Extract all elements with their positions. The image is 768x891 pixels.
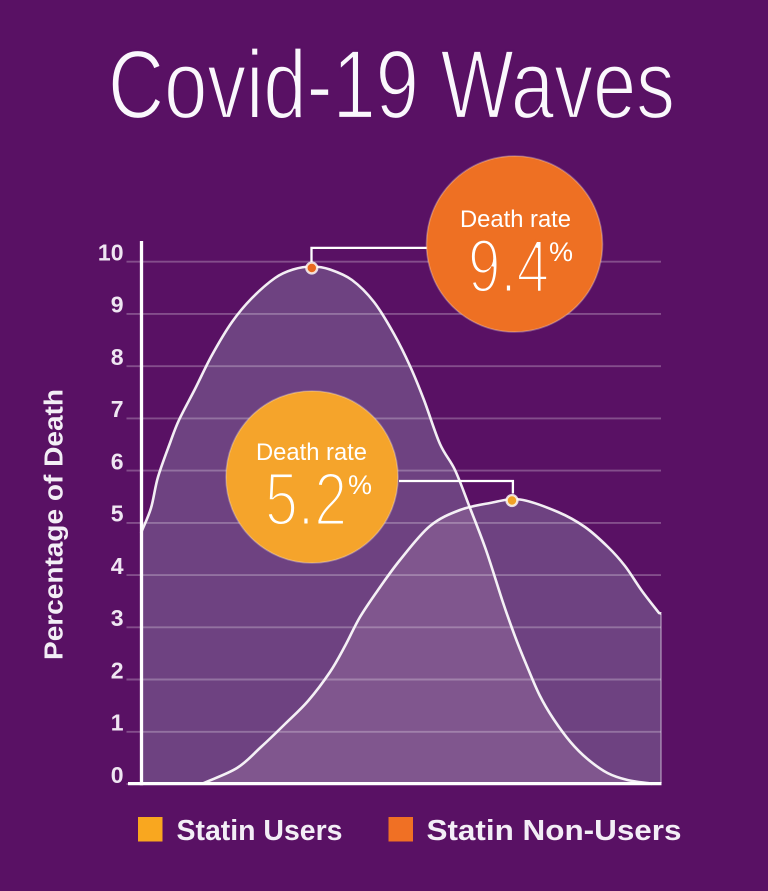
svg-text:7: 7 (111, 396, 124, 422)
svg-text:Statin Non-Users: Statin Non-Users (427, 815, 682, 847)
svg-text:6: 6 (111, 448, 124, 474)
svg-text:%: % (549, 237, 573, 267)
svg-text:2: 2 (111, 657, 124, 683)
svg-text:5.2: 5.2 (265, 457, 347, 541)
svg-text:Covid-19 Waves: Covid-19 Waves (108, 30, 675, 139)
svg-text:4: 4 (111, 553, 124, 579)
svg-text:Percentage of Death: Percentage of Death (41, 389, 69, 660)
svg-text:0: 0 (111, 762, 124, 788)
svg-text:%: % (348, 470, 372, 500)
svg-text:9.4: 9.4 (468, 224, 549, 308)
svg-text:5: 5 (111, 501, 124, 527)
svg-text:Death rate: Death rate (256, 439, 367, 466)
svg-text:Statin Users: Statin Users (177, 815, 343, 847)
svg-text:1: 1 (111, 710, 124, 736)
svg-text:9: 9 (111, 292, 124, 318)
svg-text:8: 8 (111, 344, 124, 370)
svg-text:Death rate: Death rate (460, 206, 571, 233)
svg-text:10: 10 (98, 240, 124, 266)
svg-text:3: 3 (111, 605, 124, 631)
